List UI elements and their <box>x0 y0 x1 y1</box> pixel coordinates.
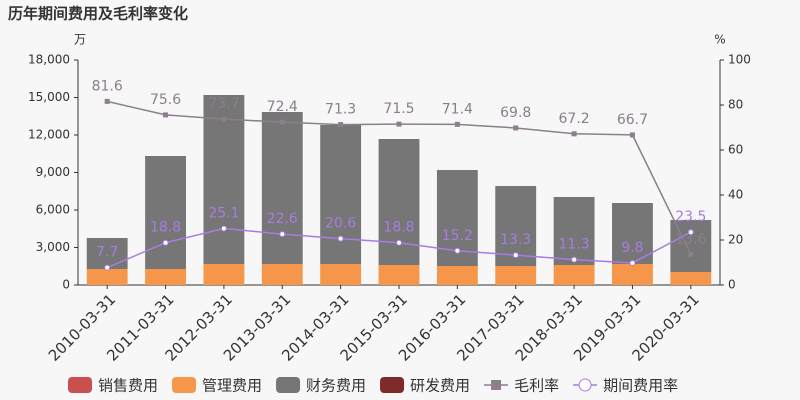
marker <box>512 252 519 259</box>
legend-label: 财务费用 <box>306 377 366 395</box>
data-label: 71.4 <box>442 101 473 117</box>
y-tick-label: 15,000 <box>28 90 70 104</box>
legend-item: 财务费用 <box>276 377 366 395</box>
bar <box>670 220 712 272</box>
marker <box>687 229 694 236</box>
data-label: 73.7 <box>208 96 239 112</box>
y2-tick-label: 60 <box>728 143 743 157</box>
bar <box>203 95 245 264</box>
bar <box>145 269 186 285</box>
legend-marker <box>578 378 592 392</box>
data-label: 18.8 <box>383 220 414 236</box>
legend-item: 管理费用 <box>172 377 262 395</box>
data-label: 75.6 <box>150 92 181 108</box>
bar <box>612 264 653 285</box>
legend-item: 销售费用 <box>68 377 158 395</box>
bar <box>320 125 362 264</box>
legend-item: 研发费用 <box>380 377 470 395</box>
chart-title: 历年期间费用及毛利率变化 <box>8 5 188 23</box>
legend-item: 期间费用率 <box>573 377 678 395</box>
data-label: 7.7 <box>96 245 118 261</box>
y-tick-label: 0 <box>62 278 70 292</box>
data-label: 71.3 <box>325 102 356 118</box>
data-label: 66.7 <box>617 112 648 128</box>
marker <box>571 131 577 137</box>
data-label: 9.8 <box>621 240 643 256</box>
marker <box>396 239 402 246</box>
legend-swatch <box>276 377 301 393</box>
data-label: 71.5 <box>383 101 414 117</box>
bar <box>261 264 303 285</box>
y2-tick-label: 40 <box>728 188 743 202</box>
marker <box>454 121 460 127</box>
marker <box>513 125 519 131</box>
legend-label: 期间费用率 <box>603 377 678 395</box>
data-label: 23.5 <box>675 209 706 225</box>
y-tick-label: 18,000 <box>28 53 70 67</box>
y-tick-label: 3,000 <box>36 240 70 254</box>
data-label: 67.2 <box>559 111 590 127</box>
bar <box>553 197 595 265</box>
marker <box>396 121 402 127</box>
bar <box>378 139 420 265</box>
marker <box>688 251 694 257</box>
data-label: 25.1 <box>208 206 239 222</box>
data-label: 20.6 <box>325 216 356 232</box>
y2-tick-label: 0 <box>728 278 736 292</box>
y-tick-label: 12,000 <box>28 128 70 142</box>
bar <box>495 266 537 285</box>
y2-tick-label: 80 <box>728 98 743 112</box>
marker <box>163 112 169 118</box>
marker <box>454 247 461 254</box>
marker <box>337 235 344 242</box>
legend-swatch <box>68 377 92 393</box>
legend-marker <box>491 380 502 390</box>
data-label: 13.3 <box>500 232 531 248</box>
bar <box>320 264 362 285</box>
y2-axis-label: % <box>714 33 725 47</box>
marker <box>221 116 227 122</box>
bar <box>203 264 245 285</box>
y-tick-label: 6,000 <box>36 203 70 217</box>
marker <box>571 256 578 263</box>
marker <box>629 132 635 138</box>
marker <box>162 239 169 246</box>
y2-tick-label: 100 <box>728 53 751 67</box>
bar <box>436 266 478 285</box>
bar <box>86 238 128 269</box>
bar <box>261 112 303 264</box>
marker <box>279 119 285 125</box>
legend-label: 毛利率 <box>514 377 559 395</box>
legend-label: 研发费用 <box>410 377 470 395</box>
data-label: 72.4 <box>267 99 298 115</box>
bar <box>86 269 128 285</box>
data-label: 69.8 <box>500 105 531 121</box>
marker <box>104 264 111 271</box>
data-label: 11.3 <box>559 237 590 253</box>
y-axis-label: 万 <box>74 33 86 47</box>
bar <box>378 265 420 285</box>
data-label: 22.6 <box>267 211 298 227</box>
bar <box>553 265 595 285</box>
marker <box>338 122 344 128</box>
y2-tick-label: 20 <box>728 233 743 247</box>
data-label: 18.8 <box>150 220 181 236</box>
legend-label: 管理费用 <box>202 377 262 395</box>
legend-label: 销售费用 <box>98 377 158 395</box>
marker <box>629 259 636 266</box>
legend-item: 毛利率 <box>484 377 559 395</box>
legend-swatch <box>380 377 405 393</box>
marker <box>220 225 227 232</box>
bar <box>145 156 186 269</box>
bar <box>612 203 653 264</box>
data-label: 81.6 <box>92 78 123 94</box>
data-label: 15.2 <box>442 228 473 244</box>
marker <box>279 231 286 238</box>
marker <box>104 98 110 104</box>
legend-swatch <box>172 377 197 393</box>
y-tick-label: 9,000 <box>36 165 70 179</box>
bar <box>670 272 712 285</box>
